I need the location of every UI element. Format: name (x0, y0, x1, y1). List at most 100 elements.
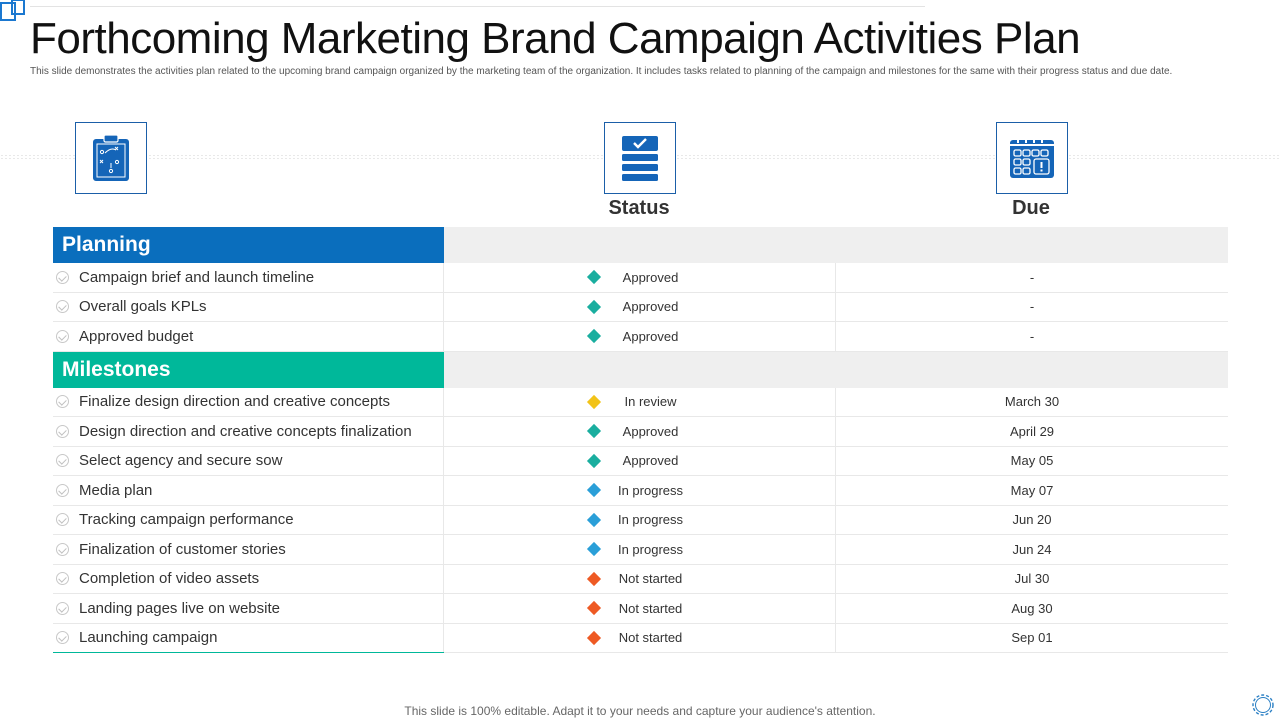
status-label: Approved (622, 328, 679, 344)
due-date: Aug 30 (1011, 600, 1053, 616)
check-circle-icon (56, 300, 69, 314)
check-circle-icon (56, 572, 69, 586)
footer-note: This slide is 100% editable. Adapt it to… (404, 704, 876, 718)
table-row: Finalize design direction and creative c… (53, 387, 1228, 417)
task-label: Overall goals KPLs (79, 298, 207, 316)
due-date: April 29 (1009, 423, 1055, 439)
status-diamond-icon (586, 453, 601, 468)
calendar-icon (1010, 137, 1054, 178)
strategy-icon-box (75, 122, 147, 194)
status-cell: Not started (444, 623, 836, 652)
task-label: Completion of video assets (79, 570, 260, 588)
task-label: Landing pages live on website (79, 599, 280, 617)
task-cell: Overall goals KPLs (53, 292, 444, 321)
clipboard-strategy-icon (93, 134, 129, 181)
check-circle-icon (56, 542, 69, 556)
top-rule (30, 6, 925, 7)
page-title: Forthcoming Marketing Brand Campaign Act… (30, 14, 1081, 63)
check-circle-icon (56, 513, 69, 527)
status-diamond-icon (586, 483, 601, 498)
column-header-status: Status (608, 197, 670, 219)
task-cell: Finalize design direction and creative c… (53, 387, 444, 416)
check-circle-icon (56, 270, 69, 284)
section-header-planning: Planning (53, 227, 1228, 263)
status-cell: In progress (444, 505, 836, 534)
due-date: March 30 (1004, 394, 1060, 410)
task-label: Finalize design direction and creative c… (79, 393, 391, 411)
check-circle-icon (56, 424, 69, 438)
table-row: Tracking campaign performance In progress… (53, 505, 1228, 535)
task-label: Finalization of customer stories (79, 540, 286, 558)
gear-icon (1252, 694, 1274, 716)
table-row: Completion of video assets Not started Jul… (53, 564, 1228, 594)
status-diamond-icon (586, 394, 601, 409)
due-date: - (1029, 328, 1035, 344)
table-row: Overall goals KPLs Approved - (53, 292, 1228, 322)
section-label: Milestones (53, 351, 444, 388)
status-label: Not started (618, 630, 683, 646)
status-cell: Approved (444, 446, 836, 475)
status-diamond-icon (586, 424, 601, 439)
status-cell: In progress (444, 476, 836, 505)
check-circle-icon (56, 601, 69, 615)
table-row: Launching campaign Not started Sep 01 (53, 623, 1228, 653)
task-cell: Select agency and secure sow (53, 446, 444, 475)
corner-logo-icon (0, 0, 25, 21)
status-diamond-icon (586, 630, 601, 645)
status-label: Approved (622, 453, 679, 469)
task-cell: Media plan (53, 476, 444, 505)
section-label: Planning (53, 227, 444, 263)
task-label: Approved budget (79, 327, 194, 345)
due-date: Jun 24 (1012, 541, 1052, 557)
due-date: Sep 01 (1011, 630, 1053, 646)
status-cell: In progress (444, 535, 836, 564)
task-cell: Design direction and creative concepts f… (53, 417, 444, 446)
due-date: May 05 (1010, 453, 1054, 469)
task-label: Select agency and secure sow (79, 452, 283, 470)
task-cell: Tracking campaign performance (53, 505, 444, 534)
table-row: Select agency and secure sow Approved May … (53, 446, 1228, 476)
check-circle-icon (56, 395, 69, 409)
status-diamond-icon (586, 329, 601, 344)
check-circle-icon (56, 454, 69, 468)
status-cell: Approved (444, 322, 836, 351)
task-cell: Launching campaign (53, 623, 444, 652)
task-label: Tracking campaign performance (79, 511, 294, 529)
status-diamond-icon (586, 601, 601, 616)
status-cell: Approved (444, 417, 836, 446)
status-label: Not started (618, 571, 683, 587)
status-diamond-icon (586, 571, 601, 586)
status-cell: Not started (444, 594, 836, 623)
status-cell: Approved (444, 263, 836, 292)
check-circle-icon (56, 483, 69, 497)
check-circle-icon (56, 329, 69, 343)
table-row: Finalization of customer stories In progr… (53, 535, 1228, 565)
status-label: In progress (617, 512, 684, 528)
task-cell: Finalization of customer stories (53, 535, 444, 564)
status-label: Approved (622, 423, 679, 439)
status-label: Not started (618, 600, 683, 616)
task-label: Media plan (79, 481, 153, 499)
status-diamond-icon (586, 542, 601, 557)
task-cell: Campaign brief and launch timeline (53, 263, 444, 292)
table-row: Design direction and creative concepts f… (53, 417, 1228, 447)
status-icon-box (604, 122, 676, 194)
status-diamond-icon (586, 299, 601, 314)
section-fill (444, 227, 1228, 263)
status-cell: Approved (444, 292, 836, 321)
due-date: Jun 20 (1012, 512, 1052, 528)
table-row: Media plan In progress May 07 (53, 476, 1228, 506)
page-subtitle: This slide demonstrates the activities p… (30, 66, 1173, 77)
task-label: Design direction and creative concepts f… (79, 422, 412, 440)
due-icon-box (996, 122, 1068, 194)
task-label: Campaign brief and launch timeline (79, 268, 315, 286)
table-row: Approved budget Approved - (53, 322, 1228, 352)
status-label: In progress (617, 482, 684, 498)
status-cell: In review (444, 387, 836, 416)
task-cell: Completion of video assets (53, 564, 444, 593)
status-cell: Not started (444, 564, 836, 593)
column-header-due: Due (1012, 197, 1050, 219)
due-date: May 07 (1010, 482, 1054, 498)
status-diamond-icon (586, 270, 601, 285)
task-cell: Approved budget (53, 322, 444, 351)
